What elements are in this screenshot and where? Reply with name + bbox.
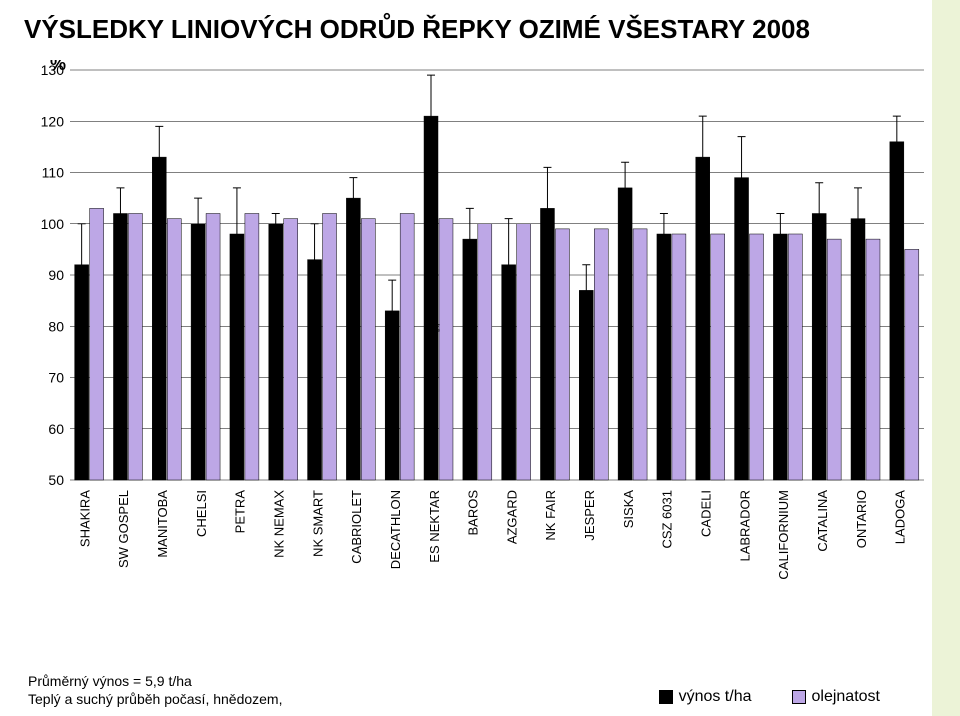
svg-text:CHELSI: CHELSI bbox=[194, 490, 209, 537]
svg-text:100: 100 bbox=[41, 216, 65, 232]
decorative-stripe bbox=[932, 0, 960, 716]
svg-text:CADELI: CADELI bbox=[699, 490, 714, 537]
svg-text:ES NEKTAR: ES NEKTAR bbox=[427, 490, 442, 563]
svg-text:60: 60 bbox=[48, 421, 64, 437]
footer-avg-yield: Průměrný výnos = 5,9 t/ha bbox=[28, 672, 283, 690]
svg-text:CABRIOLET: CABRIOLET bbox=[349, 490, 364, 564]
svg-text:SISKA: SISKA bbox=[621, 490, 636, 529]
legend-swatch-olejnatost bbox=[792, 690, 806, 704]
legend-item-vynos: výnos t/ha bbox=[659, 688, 752, 706]
footer-weather: Teplý a suchý průběh počasí, hnědozem, bbox=[28, 690, 283, 708]
svg-text:%: % bbox=[50, 60, 66, 74]
svg-text:DECATHLON: DECATHLON bbox=[388, 490, 403, 569]
svg-text:110: 110 bbox=[42, 165, 65, 181]
legend-item-olejnatost: olejnatost bbox=[792, 688, 881, 706]
legend-label-vynos: výnos t/ha bbox=[679, 688, 752, 706]
results-bar-chart: 5060708090100110120130%SHAKIRASW GOSPELM… bbox=[28, 60, 932, 620]
svg-text:MANITOBA: MANITOBA bbox=[155, 490, 170, 558]
svg-text:NK NEMAX: NK NEMAX bbox=[272, 490, 287, 558]
svg-text:PETRA: PETRA bbox=[233, 490, 248, 534]
svg-text:CALIFORNIUM: CALIFORNIUM bbox=[776, 490, 791, 580]
svg-text:NK SMART: NK SMART bbox=[310, 490, 325, 557]
svg-text:ONTARIO: ONTARIO bbox=[854, 490, 869, 548]
svg-text:AZGARD: AZGARD bbox=[504, 490, 519, 544]
legend-swatch-vynos bbox=[659, 690, 673, 704]
svg-text:BAROS: BAROS bbox=[466, 490, 481, 536]
chart-legend: výnos t/ha olejnatost bbox=[659, 688, 880, 706]
svg-text:120: 120 bbox=[41, 113, 65, 129]
page-title: VÝSLEDKY LINIOVÝCH ODRŮD ŘEPKY OZIMÉ VŠE… bbox=[24, 14, 810, 45]
legend-label-olejnatost: olejnatost bbox=[812, 688, 881, 706]
svg-text:50: 50 bbox=[48, 472, 64, 488]
svg-text:NK FAIR: NK FAIR bbox=[543, 490, 558, 541]
svg-text:JESPER: JESPER bbox=[582, 490, 597, 541]
svg-text:80: 80 bbox=[48, 318, 64, 334]
svg-text:LADOGA: LADOGA bbox=[893, 490, 908, 545]
svg-text:SW GOSPEL: SW GOSPEL bbox=[116, 490, 131, 568]
footer-notes: Průměrný výnos = 5,9 t/ha Teplý a suchý … bbox=[28, 672, 283, 708]
svg-text:CATALINA: CATALINA bbox=[815, 490, 830, 552]
svg-text:70: 70 bbox=[48, 370, 64, 386]
svg-text:;: ; bbox=[437, 319, 440, 333]
svg-text:CSZ 6031: CSZ 6031 bbox=[660, 490, 675, 549]
svg-text:90: 90 bbox=[48, 267, 64, 283]
svg-text:SHAKIRA: SHAKIRA bbox=[77, 490, 92, 547]
svg-text:LABRADOR: LABRADOR bbox=[737, 490, 752, 562]
